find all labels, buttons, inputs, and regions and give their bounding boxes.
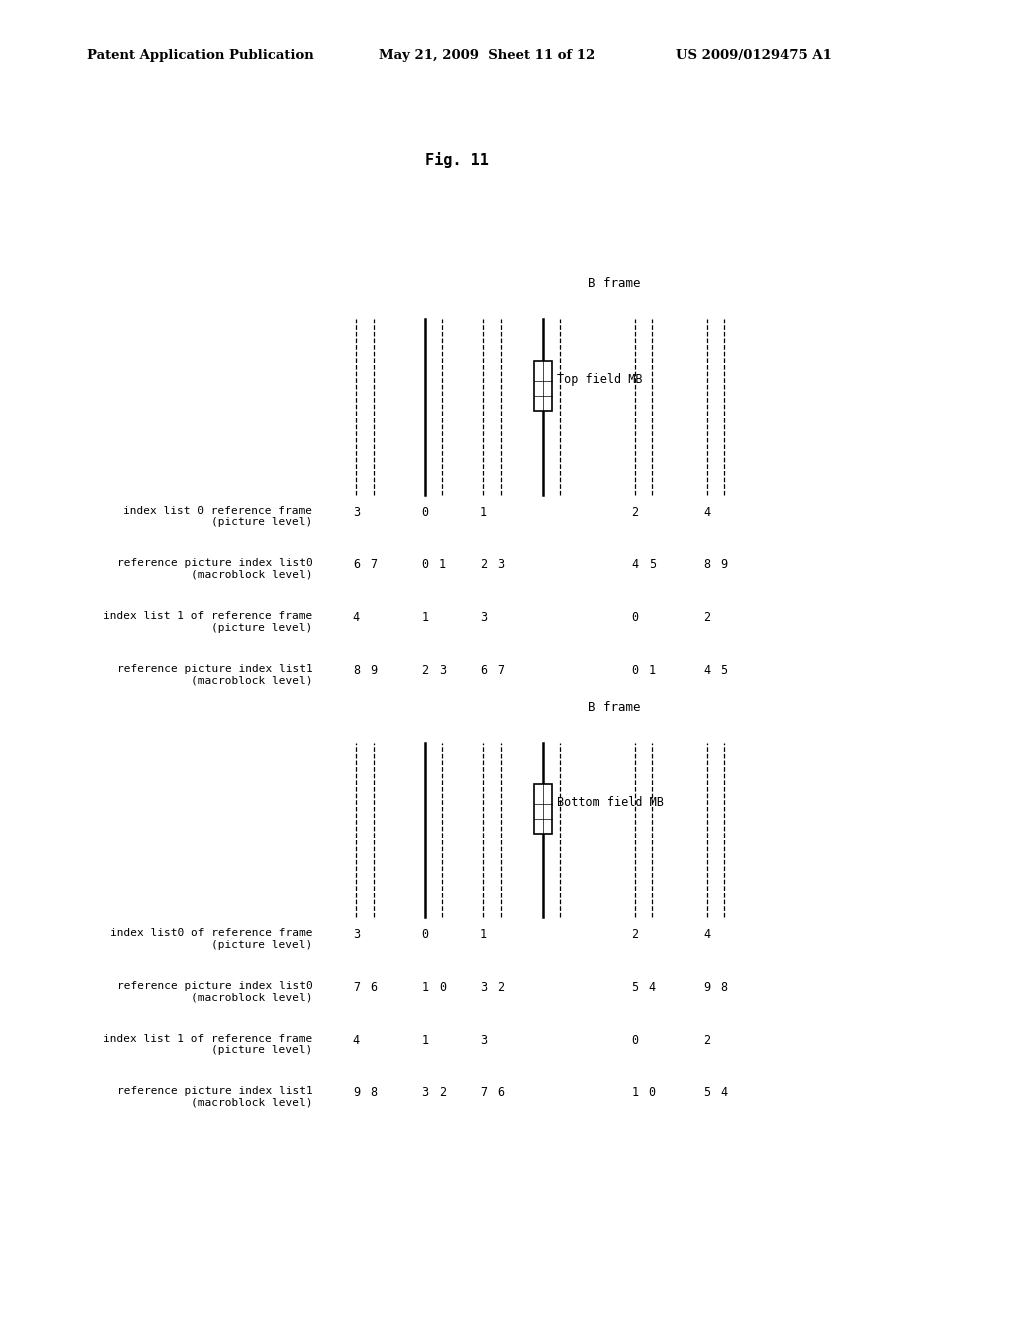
- Text: 0: 0: [632, 611, 638, 624]
- Text: 9: 9: [703, 981, 710, 994]
- Text: 4: 4: [632, 558, 638, 572]
- Text: 2: 2: [422, 664, 428, 677]
- Text: 6: 6: [498, 1086, 504, 1100]
- Text: 8: 8: [703, 558, 710, 572]
- Text: 5: 5: [703, 1086, 710, 1100]
- Text: Bottom field MB: Bottom field MB: [557, 796, 664, 809]
- Text: 3: 3: [353, 506, 359, 519]
- Text: 0: 0: [422, 506, 428, 519]
- Text: 9: 9: [371, 664, 377, 677]
- Text: 1: 1: [480, 506, 486, 519]
- Text: 0: 0: [439, 981, 445, 994]
- Text: 7: 7: [498, 664, 504, 677]
- Text: 4: 4: [649, 981, 655, 994]
- Text: index list 1 of reference frame
(picture level): index list 1 of reference frame (picture…: [103, 1034, 312, 1055]
- Text: 1: 1: [422, 611, 428, 624]
- Text: 4: 4: [353, 1034, 359, 1047]
- Text: 6: 6: [371, 981, 377, 994]
- Text: 5: 5: [632, 981, 638, 994]
- Text: 0: 0: [632, 664, 638, 677]
- Text: 2: 2: [480, 558, 486, 572]
- Text: B frame: B frame: [588, 701, 641, 714]
- Text: 1: 1: [632, 1086, 638, 1100]
- Text: B frame: B frame: [588, 277, 641, 290]
- Text: 5: 5: [649, 558, 655, 572]
- Text: 1: 1: [422, 1034, 428, 1047]
- Text: 4: 4: [703, 506, 710, 519]
- Text: 6: 6: [480, 664, 486, 677]
- Text: 9: 9: [353, 1086, 359, 1100]
- Text: 0: 0: [422, 928, 428, 941]
- Text: 4: 4: [721, 1086, 727, 1100]
- Text: 2: 2: [632, 928, 638, 941]
- Text: 0: 0: [422, 558, 428, 572]
- Text: reference picture index list0
(macroblock level): reference picture index list0 (macrobloc…: [117, 558, 312, 579]
- Text: 3: 3: [480, 1034, 486, 1047]
- Text: 5: 5: [721, 664, 727, 677]
- Text: 4: 4: [703, 664, 710, 677]
- Text: 6: 6: [353, 558, 359, 572]
- Text: 3: 3: [480, 611, 486, 624]
- Text: 8: 8: [721, 981, 727, 994]
- Text: 0: 0: [649, 1086, 655, 1100]
- Text: 7: 7: [480, 1086, 486, 1100]
- Text: 2: 2: [632, 506, 638, 519]
- Text: 1: 1: [422, 981, 428, 994]
- Text: 2: 2: [703, 1034, 710, 1047]
- Text: 3: 3: [498, 558, 504, 572]
- Text: Fig. 11: Fig. 11: [425, 152, 488, 168]
- Text: 3: 3: [439, 664, 445, 677]
- Text: index list0 of reference frame
(picture level): index list0 of reference frame (picture …: [110, 928, 312, 949]
- Bar: [534, 362, 552, 412]
- Text: Top field MB: Top field MB: [557, 374, 642, 385]
- Text: 1: 1: [649, 664, 655, 677]
- Text: 1: 1: [480, 928, 486, 941]
- Text: 3: 3: [353, 928, 359, 941]
- Text: 7: 7: [371, 558, 377, 572]
- Text: 1: 1: [439, 558, 445, 572]
- Text: reference picture index list0
(macroblock level): reference picture index list0 (macrobloc…: [117, 981, 312, 1002]
- Text: reference picture index list1
(macroblock level): reference picture index list1 (macrobloc…: [117, 1086, 312, 1107]
- Text: 4: 4: [353, 611, 359, 624]
- Text: Patent Application Publication: Patent Application Publication: [87, 49, 313, 62]
- Text: 3: 3: [480, 981, 486, 994]
- Text: 8: 8: [371, 1086, 377, 1100]
- Text: 4: 4: [703, 928, 710, 941]
- Text: 9: 9: [721, 558, 727, 572]
- Text: index list 0 reference frame
(picture level): index list 0 reference frame (picture le…: [123, 506, 312, 527]
- Text: 3: 3: [422, 1086, 428, 1100]
- Text: reference picture index list1
(macroblock level): reference picture index list1 (macrobloc…: [117, 664, 312, 685]
- Text: May 21, 2009  Sheet 11 of 12: May 21, 2009 Sheet 11 of 12: [379, 49, 595, 62]
- Text: 0: 0: [632, 1034, 638, 1047]
- Text: 2: 2: [498, 981, 504, 994]
- Text: 8: 8: [353, 664, 359, 677]
- Text: 2: 2: [439, 1086, 445, 1100]
- Bar: [534, 784, 552, 834]
- Text: 7: 7: [353, 981, 359, 994]
- Text: 2: 2: [703, 611, 710, 624]
- Text: US 2009/0129475 A1: US 2009/0129475 A1: [676, 49, 831, 62]
- Text: index list 1 of reference frame
(picture level): index list 1 of reference frame (picture…: [103, 611, 312, 632]
